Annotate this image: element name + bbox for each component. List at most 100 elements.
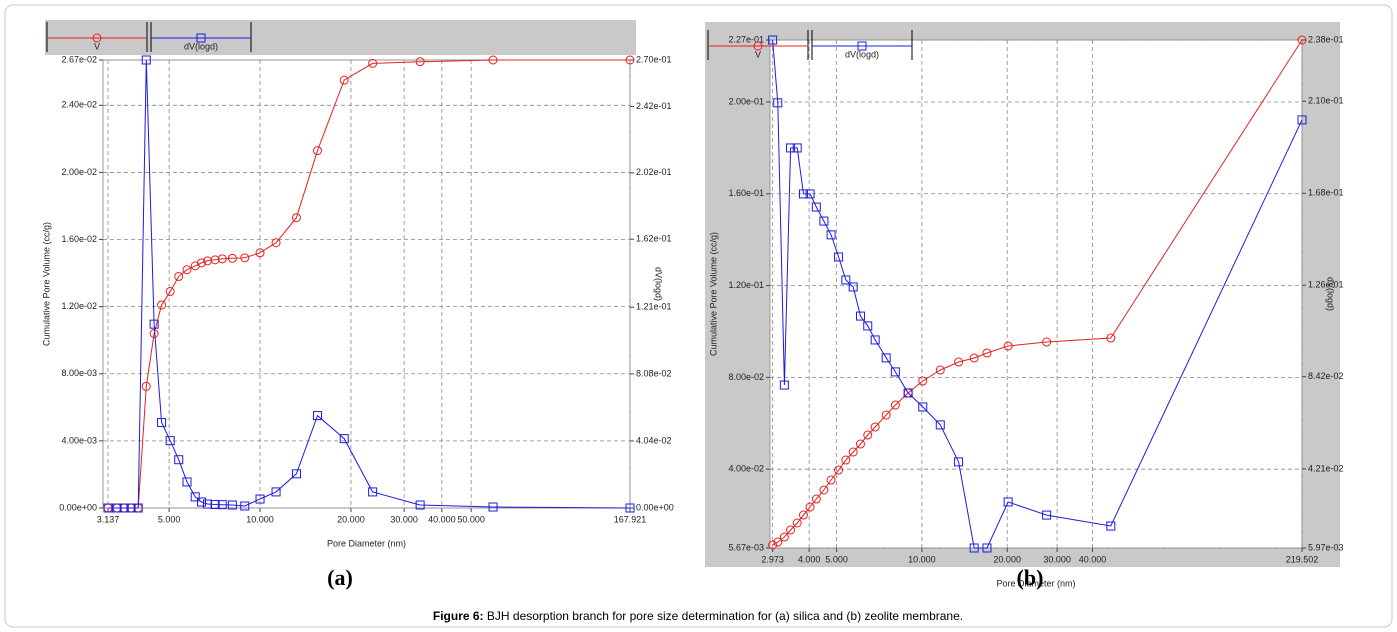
marker-square	[798, 189, 808, 199]
y2-axis-title: dV(logd)	[1326, 277, 1336, 311]
marker-square	[488, 502, 498, 512]
marker-circle	[1106, 333, 1116, 343]
marker-square	[190, 492, 200, 502]
y2-tick-label: 8.42e-02	[1308, 371, 1344, 381]
caption-label: Figure 6:	[433, 609, 484, 623]
marker-square	[982, 543, 992, 553]
y-axis-title: Cumulative Pore Volume (cc/g)	[708, 232, 718, 356]
marker-square	[149, 319, 159, 329]
marker-square	[182, 477, 192, 487]
x-tick-label: 10.000	[908, 554, 936, 564]
marker-square	[339, 434, 349, 444]
marker-circle	[92, 33, 102, 43]
marker-square	[811, 202, 821, 212]
x-tick-label: 3.137	[97, 514, 120, 524]
y2-tick-label: 2.70e-01	[636, 54, 672, 64]
marker-square	[217, 500, 227, 510]
marker-square	[165, 436, 175, 446]
legend-label: V	[94, 41, 100, 51]
series-line	[108, 59, 630, 509]
marker-circle	[890, 400, 900, 410]
marker-circle	[1297, 35, 1307, 45]
marker-circle	[798, 510, 808, 520]
y2-tick-label: 8.08e-02	[636, 368, 672, 378]
marker-square	[834, 252, 844, 262]
x-tick-label: 40.000	[428, 514, 456, 524]
marker-square	[786, 143, 796, 153]
marker-circle	[834, 465, 844, 475]
marker-square	[819, 216, 829, 226]
marker-square	[805, 189, 815, 199]
marker-circle	[841, 455, 851, 465]
marker-circle	[773, 537, 783, 547]
marker-circle	[768, 540, 778, 550]
marker-circle	[848, 447, 858, 457]
y-tick-label: 1.20e-01	[728, 280, 764, 290]
marker-circle	[625, 55, 635, 65]
marker-square	[210, 500, 220, 510]
marker-circle	[819, 485, 829, 495]
panel-label: (b)	[1017, 565, 1044, 590]
marker-square	[119, 503, 129, 513]
marker-square	[291, 469, 301, 479]
y-tick-label: 1.20e-02	[61, 301, 97, 311]
y2-tick-label: 1.68e-01	[1308, 188, 1344, 198]
marker-circle	[271, 238, 281, 248]
marker-circle	[779, 532, 789, 542]
marker-circle	[227, 253, 237, 263]
y-tick-label: 0.00e+00	[59, 502, 97, 512]
marker-circle	[826, 475, 836, 485]
y-tick-label: 2.67e-02	[61, 54, 97, 64]
y-tick-label: 4.00e-03	[61, 435, 97, 445]
marker-square	[841, 275, 851, 285]
marker-circle	[165, 287, 175, 297]
x-tick-label: 40.000	[1079, 554, 1107, 564]
marker-circle	[969, 353, 979, 363]
y-tick-label: 2.40e-02	[61, 100, 97, 110]
marker-square	[227, 500, 237, 510]
caption-text: BJH desorption branch for pore size dete…	[487, 609, 963, 623]
y-tick-label: 1.60e-01	[728, 188, 764, 198]
x-tick-label: 5.000	[158, 514, 181, 524]
marker-square	[918, 402, 928, 412]
series-line	[108, 59, 631, 509]
marker-circle	[811, 494, 821, 504]
marker-circle	[792, 518, 802, 528]
marker-square	[271, 487, 281, 497]
y-tick-label: 1.60e-02	[61, 234, 97, 244]
y2-tick-label: 0.00e+00	[636, 502, 674, 512]
y2-tick-label: 1.26e-01	[1308, 280, 1344, 290]
x-tick-label: 219.502	[1286, 554, 1319, 564]
marker-circle	[157, 300, 167, 310]
marker-circle	[855, 439, 865, 449]
marker-square	[773, 98, 783, 108]
marker-circle	[313, 146, 323, 156]
x-tick-label: 30.000	[390, 514, 418, 524]
marker-circle	[240, 253, 250, 263]
y2-tick-label: 2.38e-01	[1308, 34, 1344, 44]
marker-circle	[805, 502, 815, 512]
x-tick-label: 5.000	[825, 554, 848, 564]
y-tick-label: 5.67e-03	[728, 542, 764, 552]
y-tick-label: 8.00e-02	[728, 372, 764, 382]
marker-circle	[753, 41, 763, 51]
marker-circle	[863, 430, 873, 440]
y-tick-label: 4.00e-02	[728, 464, 764, 474]
marker-circle	[368, 58, 378, 68]
marker-square	[255, 494, 265, 504]
marker-circle	[982, 348, 992, 358]
marker-square	[625, 503, 635, 513]
x-tick-label: 30.000	[1043, 554, 1071, 564]
marker-square	[855, 311, 865, 321]
marker-circle	[291, 213, 301, 223]
legend-label: V	[755, 49, 761, 59]
y2-axis-title: dV(logd)	[654, 267, 664, 301]
marker-square	[857, 41, 867, 51]
y-axis-title: Cumulative Pore Volume (cc/g)	[41, 222, 51, 346]
marker-square	[848, 282, 858, 292]
marker-square	[890, 367, 900, 377]
marker-circle	[197, 258, 207, 268]
marker-square	[779, 380, 789, 390]
marker-square	[935, 420, 945, 430]
